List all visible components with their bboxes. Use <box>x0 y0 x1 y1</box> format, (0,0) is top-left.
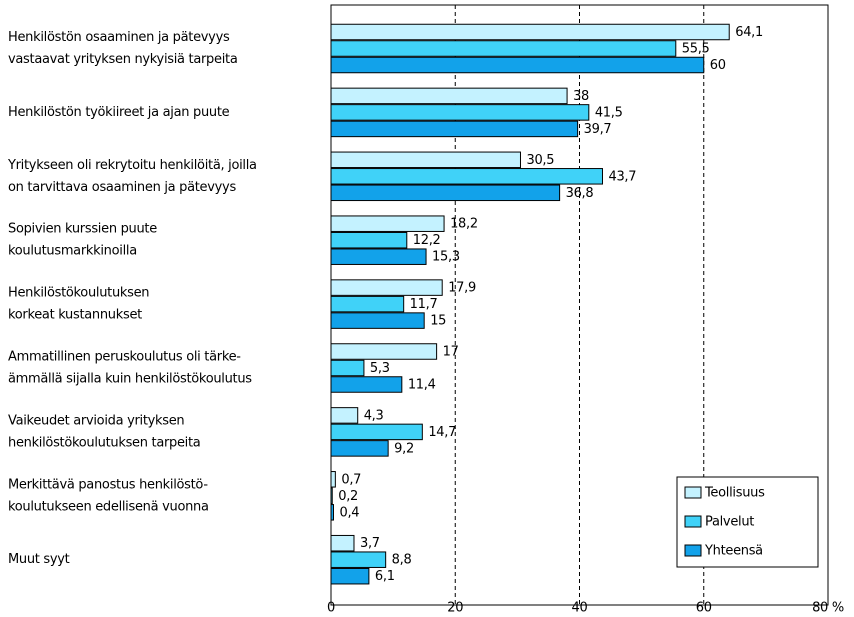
bar <box>330 407 359 424</box>
bar <box>330 151 521 169</box>
x-tick-label: 0 <box>327 601 335 616</box>
bar <box>330 104 590 121</box>
data-label: 18,2 <box>450 217 478 232</box>
data-label: 8,8 <box>392 553 412 568</box>
plot-frame <box>330 4 829 606</box>
data-label: 55,5 <box>682 42 710 57</box>
legend-label: Yhteensä <box>704 544 763 559</box>
bar <box>330 423 423 441</box>
legend-swatch <box>684 515 702 528</box>
category-label: Henkilöstökoulutuksen korkeat kustannukse… <box>8 285 149 322</box>
bar <box>330 295 405 313</box>
data-label: 0,2 <box>338 489 358 504</box>
data-label: 4,3 <box>364 408 384 423</box>
legend-label: Teollisuus <box>704 486 765 501</box>
x-tick-label: 20 <box>447 601 463 616</box>
legend-label: Palvelut <box>705 515 754 530</box>
category-label: Sopivien kurssien puute koulutusmarkkinoi… <box>8 221 157 258</box>
bar <box>330 343 438 360</box>
data-label: 38 <box>573 89 589 104</box>
category-label: Yritykseen oli rekrytoitu henkilöitä, jo… <box>7 157 257 194</box>
data-label: 41,5 <box>595 105 623 120</box>
bar <box>330 40 677 57</box>
data-label: 64,1 <box>735 25 763 40</box>
data-label: 3,7 <box>360 536 380 551</box>
bar <box>330 551 387 568</box>
data-label: 9,2 <box>394 441 414 456</box>
bar <box>330 56 705 74</box>
data-label: 15 <box>430 314 446 329</box>
bar <box>330 471 336 488</box>
data-label: 11,4 <box>408 378 436 393</box>
bar <box>330 184 561 202</box>
bar <box>330 168 603 185</box>
bar <box>330 215 445 232</box>
bar <box>330 87 568 105</box>
bar <box>330 248 427 265</box>
data-label: 60 <box>710 58 726 73</box>
data-label: 0,4 <box>339 505 359 520</box>
bar <box>330 359 365 377</box>
legend-swatch <box>684 486 702 499</box>
data-label: 14,7 <box>428 425 456 440</box>
category-label: Muut syyt <box>8 552 70 567</box>
bar <box>330 231 408 249</box>
category-label: Merkittävä panostus henkilöstö-koulutuks… <box>8 477 209 514</box>
legend-swatch <box>684 544 702 557</box>
x-tick-label: 60 <box>696 601 712 616</box>
data-label: 12,2 <box>413 233 441 248</box>
category-label: Henkilöstön osaaminen ja pätevyys vastaav… <box>8 30 237 67</box>
data-label: 39,7 <box>584 122 612 137</box>
bar <box>330 120 579 138</box>
data-label: 11,7 <box>410 297 438 312</box>
category-label: Henkilöstön työkiireet ja ajan puute <box>8 104 230 119</box>
x-tick-label: 40 <box>572 601 588 616</box>
data-label: 5,3 <box>370 361 390 376</box>
data-label: 17 <box>443 345 459 360</box>
data-label: 15,3 <box>432 250 460 265</box>
bar <box>330 534 355 552</box>
category-label: Vaikeudet arvioida yrityksen henkilöstöko… <box>8 413 200 450</box>
data-label: 43,7 <box>608 169 636 184</box>
bar <box>330 440 389 457</box>
bar <box>330 279 443 296</box>
bar <box>330 376 403 393</box>
data-label: 6,1 <box>375 569 395 584</box>
bar <box>330 23 730 41</box>
data-label: 30,5 <box>526 153 554 168</box>
bar <box>330 312 425 329</box>
category-label: Ammatillinen peruskoulutus oli tärke-ämm… <box>8 349 252 386</box>
x-tick-label: 80 % <box>812 601 844 616</box>
data-label: 0,7 <box>341 472 361 487</box>
data-label: 17,9 <box>448 281 476 296</box>
data-label: 36,8 <box>566 186 594 201</box>
bar <box>330 567 370 585</box>
